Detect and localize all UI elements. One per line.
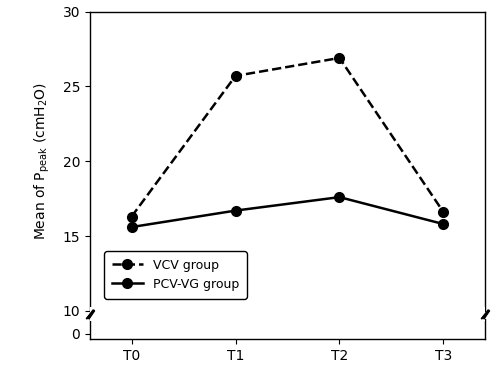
PCV-VG group bbox=[440, 222, 446, 226]
Legend: VCV group, PCV-VG group: VCV group, PCV-VG group bbox=[104, 251, 247, 299]
VCV group bbox=[336, 56, 342, 60]
PCV-VG group bbox=[128, 225, 134, 229]
PCV-VG group bbox=[128, 176, 134, 181]
VCV group bbox=[128, 214, 134, 219]
Line: PCV-VG group: PCV-VG group bbox=[126, 153, 448, 183]
PCV-VG group bbox=[232, 165, 238, 169]
PCV-VG group bbox=[232, 208, 238, 213]
VCV group bbox=[128, 169, 134, 174]
VCV group bbox=[232, 74, 238, 78]
VCV group bbox=[232, 75, 238, 80]
PCV-VG group bbox=[336, 195, 342, 199]
Y-axis label: Mean of P$_{\mathregular{peak}}$ (cmH$_2$O): Mean of P$_{\mathregular{peak}}$ (cmH$_2… bbox=[32, 82, 52, 240]
Line: VCV group: VCV group bbox=[126, 60, 448, 176]
VCV group bbox=[440, 166, 446, 171]
PCV-VG group bbox=[336, 156, 342, 161]
VCV group bbox=[440, 210, 446, 214]
PCV-VG group bbox=[440, 174, 446, 179]
Line: PCV-VG group: PCV-VG group bbox=[126, 192, 448, 232]
VCV group bbox=[336, 63, 342, 68]
Line: VCV group: VCV group bbox=[126, 53, 448, 221]
